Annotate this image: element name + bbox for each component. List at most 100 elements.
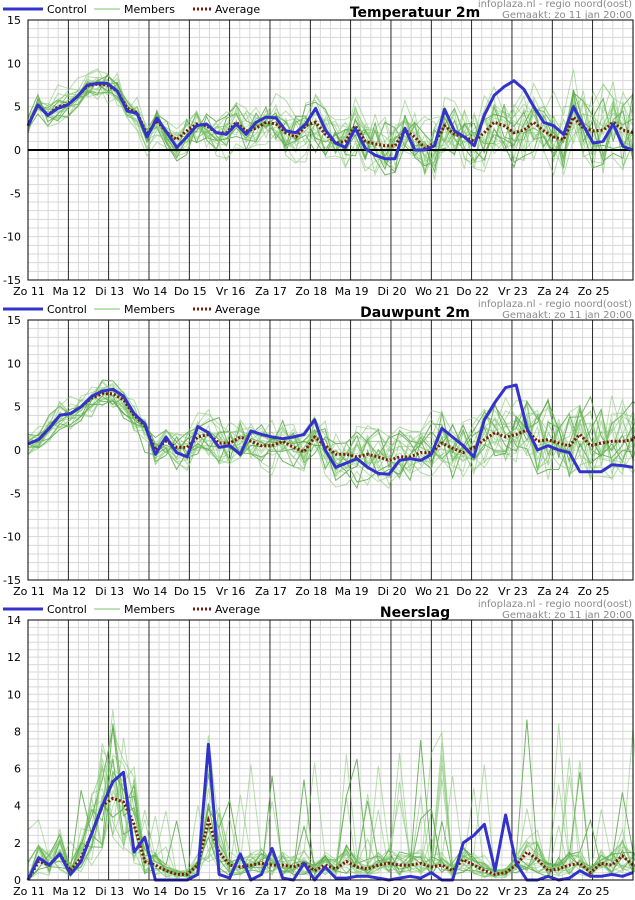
x-tick-label: Vr 23 xyxy=(498,585,528,598)
legend-members-label: Members xyxy=(124,303,175,316)
legend-average-label: Average xyxy=(215,303,260,316)
source-label: infoplaza.nl - regio noord(oost) xyxy=(478,599,632,610)
x-tick-label: Wo 14 xyxy=(133,285,167,298)
x-tick-label: Ma 19 xyxy=(335,585,369,598)
legend-members-label: Members xyxy=(124,3,175,16)
chart-title: Temperatuur 2m xyxy=(350,5,480,21)
y-tick-label: 10 xyxy=(7,688,21,701)
dewpoint-panel: -15 -10 -5 0 5 10 15 Zo 11 Ma 12 Di 13 Wo 14 Do 15 V… xyxy=(3,299,635,598)
y-tick-label: -5 xyxy=(10,487,21,500)
y-tick-label: 6 xyxy=(14,763,21,776)
x-tick-label: Di 13 xyxy=(95,585,124,598)
y-tick-label: -15 xyxy=(3,574,21,587)
member-line xyxy=(27,382,635,474)
y-tick-label: 0 xyxy=(14,874,21,887)
y-tick-label: 2 xyxy=(14,837,21,850)
y-tick-label: 10 xyxy=(7,57,21,70)
y-tick-label: 10 xyxy=(7,357,21,370)
x-tick-label: Ma 12 xyxy=(52,285,86,298)
x-tick-label: Zo 18 xyxy=(295,885,327,898)
member-line xyxy=(27,381,635,483)
x-tick-label: Ma 12 xyxy=(52,585,86,598)
legend-control-label: Control xyxy=(47,303,87,316)
member-line xyxy=(27,735,635,881)
made-label: Gemaakt: zo 11 jan 20:00 xyxy=(502,310,632,321)
x-tick-label: Do 22 xyxy=(456,585,489,598)
y-tick-label: -10 xyxy=(3,531,21,544)
plot-frame xyxy=(27,319,634,581)
y-tick-label: 0 xyxy=(14,144,21,157)
y-tick-label: -15 xyxy=(3,274,21,287)
x-tick-label: Do 15 xyxy=(174,285,207,298)
legend-average-label: Average xyxy=(215,3,260,16)
x-tick-label: Vr 16 xyxy=(216,285,246,298)
plot-frame xyxy=(27,619,634,881)
chart-title: Neerslag xyxy=(380,605,450,621)
legend-average-label: Average xyxy=(215,603,260,616)
average-line xyxy=(26,796,635,881)
member-line xyxy=(27,399,635,483)
member-line xyxy=(27,395,635,490)
member-line xyxy=(27,389,635,488)
x-tick-label: Zo 18 xyxy=(295,585,327,598)
x-tick-label: Di 20 xyxy=(377,285,406,298)
x-tick-label: Vr 23 xyxy=(498,885,528,898)
source-label: infoplaza.nl - regio noord(oost) xyxy=(478,0,632,10)
y-tick-label: 4 xyxy=(14,800,21,813)
x-tick-label: Do 22 xyxy=(456,885,489,898)
x-tick-label: Zo 11 xyxy=(13,285,45,298)
average-line xyxy=(26,82,634,151)
x-tick-label: Za 24 xyxy=(537,285,569,298)
legend-control-label: Control xyxy=(47,3,87,16)
plot-frame xyxy=(27,19,634,281)
x-tick-label: Di 20 xyxy=(377,885,406,898)
y-tick-label: 12 xyxy=(7,651,21,664)
made-label: Gemaakt: zo 11 jan 20:00 xyxy=(502,610,632,621)
legend-control-label: Control xyxy=(47,603,87,616)
member-line xyxy=(27,758,635,881)
made-label: Gemaakt: zo 11 jan 20:00 xyxy=(502,10,632,21)
x-tick-label: Za 17 xyxy=(255,285,287,298)
x-tick-label: Di 13 xyxy=(95,285,124,298)
x-tick-label: Zo 25 xyxy=(578,885,610,898)
x-tick-label: Za 24 xyxy=(537,585,569,598)
x-tick-label: Wo 14 xyxy=(133,585,167,598)
x-tick-label: Zo 11 xyxy=(13,585,45,598)
y-tick-label: 15 xyxy=(7,14,21,27)
x-tick-label: Di 13 xyxy=(95,885,124,898)
x-tick-label: Ma 19 xyxy=(335,885,369,898)
x-tick-label: Vr 16 xyxy=(216,585,246,598)
x-tick-label: Vr 16 xyxy=(216,885,246,898)
x-tick-label: Za 17 xyxy=(255,885,287,898)
chart-title: Dauwpunt 2m xyxy=(360,305,470,321)
x-tick-label: Ma 19 xyxy=(335,285,369,298)
x-tick-label: Zo 25 xyxy=(578,585,610,598)
member-line xyxy=(27,83,634,168)
y-tick-label: 14 xyxy=(7,614,21,627)
control-line xyxy=(27,383,634,476)
x-tick-label: Do 22 xyxy=(456,285,489,298)
x-tick-label: Zo 11 xyxy=(13,885,45,898)
y-tick-label: 5 xyxy=(14,401,21,414)
y-tick-label: -10 xyxy=(3,231,21,244)
member-line xyxy=(27,70,634,169)
y-tick-label: 8 xyxy=(14,725,21,738)
legend-members-label: Members xyxy=(124,603,175,616)
x-tick-label: Di 20 xyxy=(377,585,406,598)
member-line xyxy=(27,709,635,881)
member-line xyxy=(27,69,634,173)
y-tick-label: 5 xyxy=(14,101,21,114)
x-tick-label: Wo 21 xyxy=(415,885,449,898)
x-tick-label: Ma 12 xyxy=(52,885,86,898)
control-line xyxy=(26,79,634,161)
precipitation-panel: 0 2 4 6 8 10 12 14 Zo 11 Ma 12 Di 13 Wo 14 Do 15 Vr 1… xyxy=(3,599,635,898)
x-tick-label: Vr 23 xyxy=(498,285,528,298)
x-tick-label: Zo 25 xyxy=(578,285,610,298)
x-tick-label: Zo 18 xyxy=(295,285,327,298)
source-label: infoplaza.nl - regio noord(oost) xyxy=(478,299,632,310)
x-tick-label: Za 17 xyxy=(255,585,287,598)
temperature-panel: -15 -10 -5 0 5 10 15 Zo 11 Ma 12 Di 13 Wo 14 Do 15 V… xyxy=(3,0,634,298)
x-tick-label: Wo 14 xyxy=(133,885,167,898)
x-tick-label: Za 24 xyxy=(537,885,569,898)
